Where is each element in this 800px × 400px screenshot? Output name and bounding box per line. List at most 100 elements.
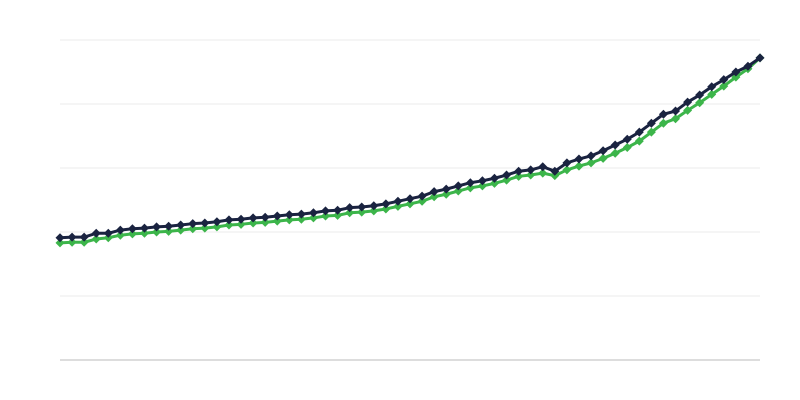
data-point <box>139 223 149 233</box>
data-point <box>586 158 596 168</box>
data-point <box>224 220 234 230</box>
data-point <box>417 191 427 201</box>
data-point <box>67 237 77 247</box>
data-point <box>55 238 65 248</box>
data-point <box>308 213 318 223</box>
data-point <box>550 166 560 176</box>
data-point <box>683 97 693 107</box>
data-point <box>453 186 463 196</box>
data-point <box>610 140 620 150</box>
data-point <box>176 220 186 230</box>
data-point <box>248 218 258 228</box>
data-point <box>321 211 331 221</box>
data-point <box>429 192 439 202</box>
data-point <box>658 109 668 119</box>
data-point <box>514 171 524 181</box>
data-point <box>236 214 246 224</box>
data-point <box>658 118 668 128</box>
data-point <box>115 225 125 235</box>
data-point <box>465 178 475 188</box>
data-point <box>381 204 391 214</box>
data-point <box>236 219 246 229</box>
data-point <box>393 201 403 211</box>
data-point <box>212 217 222 227</box>
data-point <box>646 118 656 128</box>
data-point <box>248 213 258 223</box>
data-point <box>707 89 717 99</box>
data-point <box>465 183 475 193</box>
data-point <box>188 219 198 229</box>
data-point <box>429 187 439 197</box>
data-point <box>284 210 294 220</box>
data-point <box>369 201 379 211</box>
data-point <box>91 234 101 244</box>
data-point <box>212 222 222 232</box>
data-point <box>502 175 512 185</box>
data-point <box>417 196 427 206</box>
data-point <box>272 216 282 226</box>
data-point <box>695 98 705 108</box>
data-point <box>598 146 608 156</box>
data-point <box>441 189 451 199</box>
series-line-0 <box>59 56 761 240</box>
data-point <box>200 223 210 233</box>
data-point <box>139 228 149 238</box>
data-point <box>284 215 294 225</box>
data-point <box>224 215 234 225</box>
data-point <box>731 67 741 77</box>
data-point <box>634 136 644 146</box>
data-point <box>152 222 162 232</box>
data-point <box>333 210 343 220</box>
data-point <box>381 199 391 209</box>
data-point <box>296 214 306 224</box>
data-point <box>489 173 499 183</box>
data-point <box>622 134 632 144</box>
data-point <box>200 218 210 228</box>
data-point <box>453 181 463 191</box>
data-point <box>538 168 548 178</box>
data-point <box>79 232 89 242</box>
data-point <box>345 203 355 213</box>
data-point <box>308 208 318 218</box>
data-point <box>526 170 536 180</box>
data-point <box>610 148 620 158</box>
data-point <box>103 228 113 238</box>
data-point <box>67 232 77 242</box>
data-point <box>574 154 584 164</box>
data-point <box>538 162 548 172</box>
data-point <box>489 178 499 188</box>
data-point <box>333 205 343 215</box>
data-point <box>79 237 89 247</box>
data-point <box>634 127 644 137</box>
data-point <box>115 230 125 240</box>
data-point <box>574 161 584 171</box>
data-point <box>260 217 270 227</box>
data-point <box>164 221 174 231</box>
data-point <box>743 61 753 71</box>
data-point <box>526 165 536 175</box>
data-point <box>586 151 596 161</box>
data-point <box>272 211 282 221</box>
data-point <box>719 81 729 91</box>
data-point <box>357 202 367 212</box>
data-point <box>393 196 403 206</box>
data-point <box>502 170 512 180</box>
data-point <box>562 158 572 168</box>
data-point <box>622 143 632 153</box>
series-line-1 <box>59 56 762 245</box>
data-point <box>369 206 379 216</box>
data-point <box>188 224 198 234</box>
data-point <box>127 229 137 239</box>
data-point <box>707 82 717 92</box>
data-point <box>152 227 162 237</box>
data-point <box>91 228 101 238</box>
data-point <box>477 176 487 186</box>
data-point <box>260 212 270 222</box>
data-point <box>441 184 451 194</box>
data-point <box>671 114 681 124</box>
data-point <box>127 224 137 234</box>
data-point <box>671 106 681 116</box>
data-point <box>55 233 65 243</box>
data-point <box>164 226 174 236</box>
